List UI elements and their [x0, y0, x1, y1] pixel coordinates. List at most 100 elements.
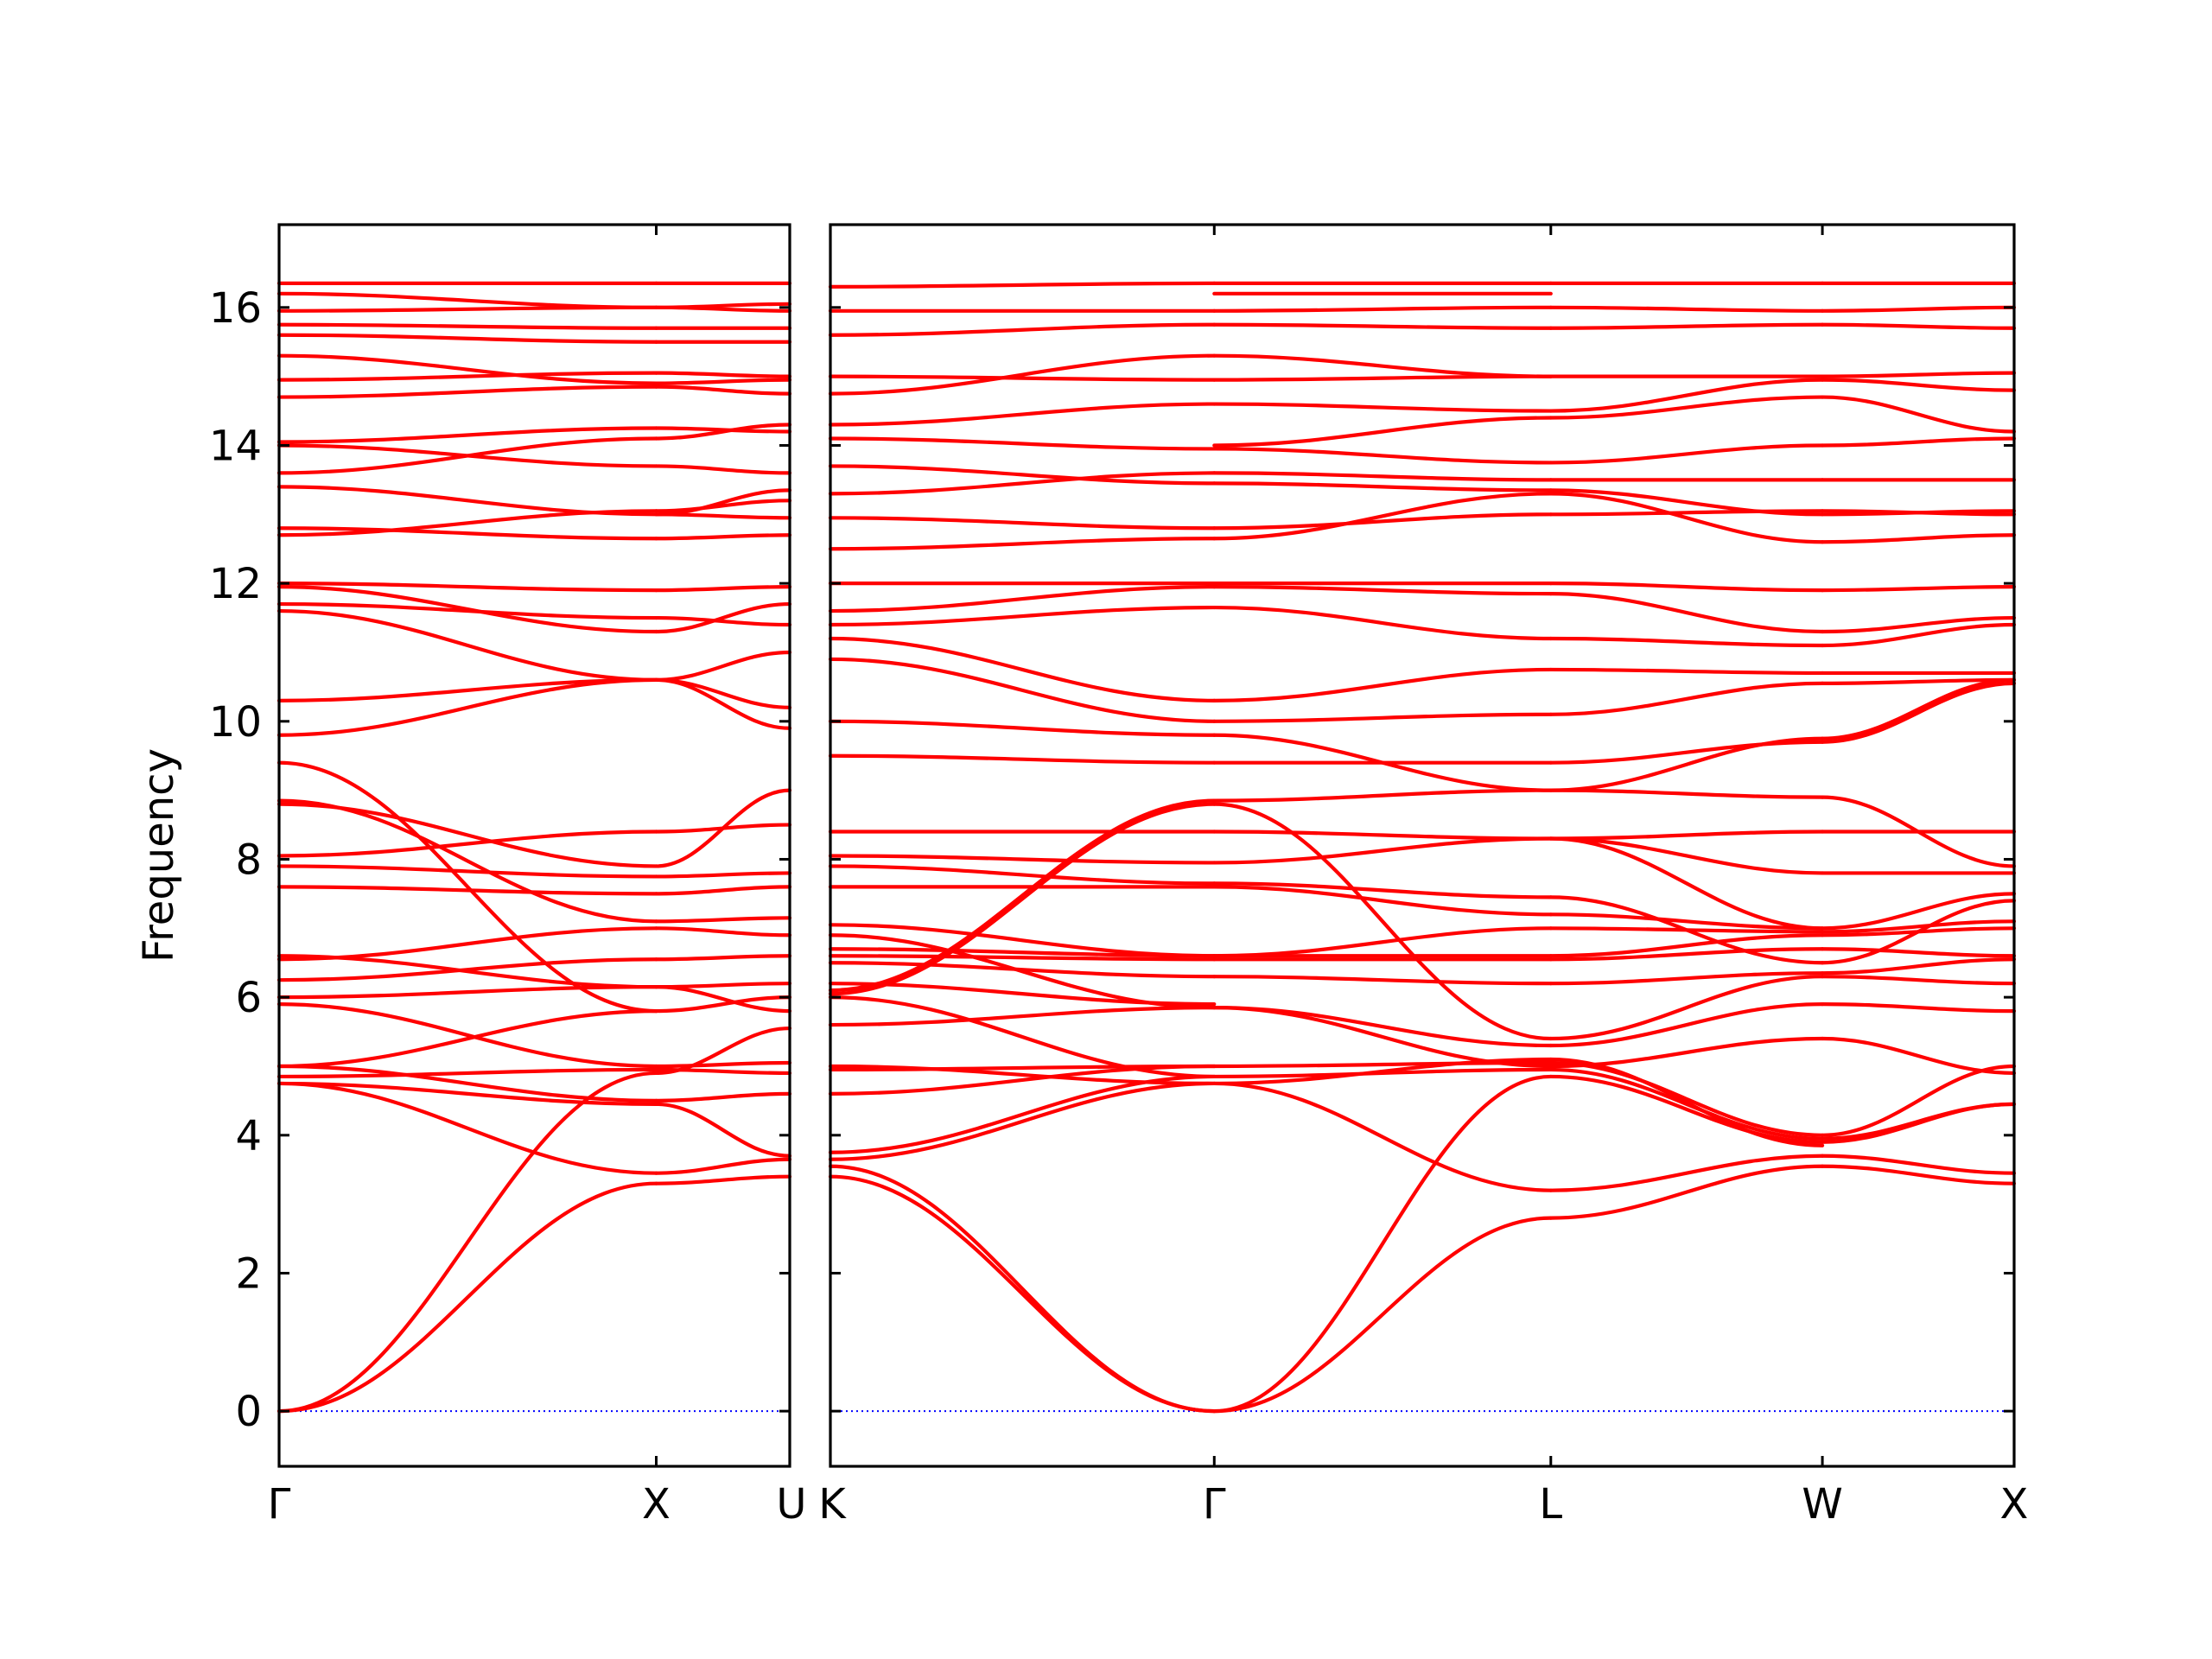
band-line-p0-s1-b0: [654, 1174, 792, 1185]
band-line-p1-s0-b29: [828, 516, 1217, 531]
band-line-p1-s2-b25: [1548, 582, 1825, 593]
y-tick-label: 10: [209, 698, 262, 747]
band-line-p1-s3-b28: [1820, 436, 2017, 448]
band-line-p1-s0-b10: [828, 798, 1217, 993]
x-tick-label: W: [1802, 1480, 1842, 1529]
band-line-p1-s1-b26: [1212, 512, 1553, 531]
band-line-p1-s0-b34: [828, 353, 1217, 396]
plot-frame: [829, 223, 2016, 1468]
x-tick-label: K: [818, 1480, 847, 1529]
band-line-p1-s0-b32: [828, 436, 1217, 451]
band-line-p1-s2-b28: [1548, 488, 1825, 517]
band-line-p0-s0-b13: [276, 864, 658, 879]
band-line-p1-s2-b20: [1548, 740, 1825, 765]
band-line-p0-s1-b1: [654, 1157, 792, 1175]
band-line-p1-s2-b6: [1548, 1057, 1825, 1147]
band-line-p1-s1-b23: [1212, 585, 1553, 596]
band-line-p0-s0-b14: [276, 830, 658, 858]
band-line-p1-s2-b35: [1548, 305, 1825, 313]
band-line-p0-s1-b5: [654, 1067, 792, 1076]
band-line-p1-s1-b21: [1212, 667, 1553, 702]
band-line-p1-s3-b9: [1820, 947, 2017, 958]
band-line-p0-s0-b10: [276, 926, 658, 962]
band-line-p1-s0-b28: [828, 537, 1217, 551]
band-line-p0-s0-b3: [276, 1081, 658, 1106]
band-line-p0-s0-b5: [276, 1064, 658, 1103]
band-line-p1-s1-b8: [1212, 975, 1553, 986]
band-line-p1-s2-b0: [1548, 1164, 1825, 1220]
band-line-p0-s0-b33: [276, 333, 658, 344]
band-line-p1-s1-b12: [1212, 885, 1553, 917]
band-line-p0-s1-b14: [654, 871, 792, 879]
band-line-p1-s3-b17: [1820, 681, 2017, 744]
band-line-p1-s3-b11: [1820, 919, 2017, 934]
band-line-p1-s3-b0: [1820, 1164, 2017, 1185]
band-line-p0-s1-b10: [654, 982, 792, 989]
x-tick-label: X: [642, 1480, 671, 1529]
band-line-p0-s1-b35: [654, 305, 792, 313]
band-line-p1-s2-b16: [1548, 836, 1825, 875]
band-line-p1-s0-b35: [828, 374, 1217, 382]
band-line-p1-s2-b10: [1548, 947, 1825, 962]
band-line-p1-s0-b1: [828, 1164, 1217, 1414]
band-line-p1-s3-b23: [1820, 585, 2017, 593]
plot-frame: [277, 223, 791, 1468]
band-line-p1-s3-b12: [1820, 892, 2017, 931]
band-line-p1-s2-b26: [1548, 509, 1825, 517]
band-line-p0-s1-b13: [654, 885, 792, 896]
band-line-p0-s1-b6: [654, 1060, 792, 1069]
band-line-p0-s1-b30: [654, 371, 792, 378]
band-line-p0-s1-b18: [654, 677, 792, 730]
band-line-p1-s3-b5: [1820, 1064, 2017, 1137]
band-line-p1-s2-b27: [1548, 492, 1825, 544]
band-line-p0-s0-b4: [276, 1067, 658, 1079]
band-line-p1-s2-b30: [1548, 443, 1825, 465]
band-line-p0-s1-b2: [654, 1102, 792, 1158]
band-line-p1-s0-b22: [828, 719, 1217, 737]
band-line-p1-s2-b34: [1548, 322, 1825, 330]
band-line-p0-s1-b17: [654, 650, 792, 682]
band-line-p1-s1-b25: [1212, 492, 1553, 541]
band-line-p0-s0-b17: [276, 760, 658, 1014]
band-line-p0-s1-b19: [654, 677, 792, 709]
band-line-p0-s0-b25: [276, 526, 658, 541]
band-line-p0-s0-b34: [276, 322, 658, 330]
band-line-p0-s0-b15: [276, 802, 658, 868]
band-line-p1-s2-b15: [1548, 836, 1825, 931]
band-line-p1-s3-b24: [1820, 533, 2017, 544]
band-line-p1-s0-b2: [828, 1081, 1217, 1161]
band-line-p1-s1-b15: [1212, 830, 1553, 841]
band-line-p1-s0-b36: [828, 322, 1217, 337]
band-line-p1-s0-b23: [828, 657, 1217, 723]
band-line-p0-s1-b31: [654, 378, 792, 385]
band-line-p1-s2-b22: [1548, 667, 1825, 676]
band-line-p1-s1-b35: [1212, 305, 1553, 313]
band-line-p1-s0-b30: [828, 471, 1217, 496]
band-line-p1-s1-b4: [1212, 1067, 1553, 1079]
band-line-p0-s0-b16: [276, 798, 658, 924]
band-line-p0-s0-b1: [276, 1071, 658, 1414]
y-tick-label: 4: [235, 1112, 262, 1160]
band-line-p1-s0-b13: [828, 954, 1217, 962]
band-line-p1-s3-b26: [1820, 509, 2017, 517]
band-line-p1-s3-b1: [1820, 1154, 2017, 1175]
x-tick-label: L: [1539, 1480, 1562, 1529]
band-line-p1-s1-b14: [1212, 836, 1553, 865]
band-line-p1-s2-b5: [1548, 1060, 1825, 1137]
band-line-p1-s1-b28: [1212, 471, 1553, 482]
band-line-p1-s3-b19: [1820, 677, 2017, 685]
y-tick-label: 0: [235, 1388, 262, 1436]
band-line-p0-s1-b28: [654, 426, 792, 434]
band-line-p1-s1-b29: [1212, 447, 1553, 465]
band-line-p1-s0-b31: [828, 464, 1217, 486]
band-line-p1-s1-b16: [1212, 802, 1553, 1041]
band-line-p1-s3-b21: [1820, 622, 2017, 648]
band-line-p1-s0-b25: [828, 605, 1217, 627]
band-line-p0-s0-b29: [276, 426, 658, 444]
band-line-p1-s2-b19: [1548, 788, 1825, 799]
band-line-p1-s0-b8: [828, 995, 1217, 1079]
band-line-p1-s1-b17: [1212, 788, 1553, 803]
y-tick-label: 14: [209, 422, 262, 470]
band-line-p0-s0-b11: [276, 954, 658, 989]
y-tick-label: 12: [209, 560, 262, 608]
